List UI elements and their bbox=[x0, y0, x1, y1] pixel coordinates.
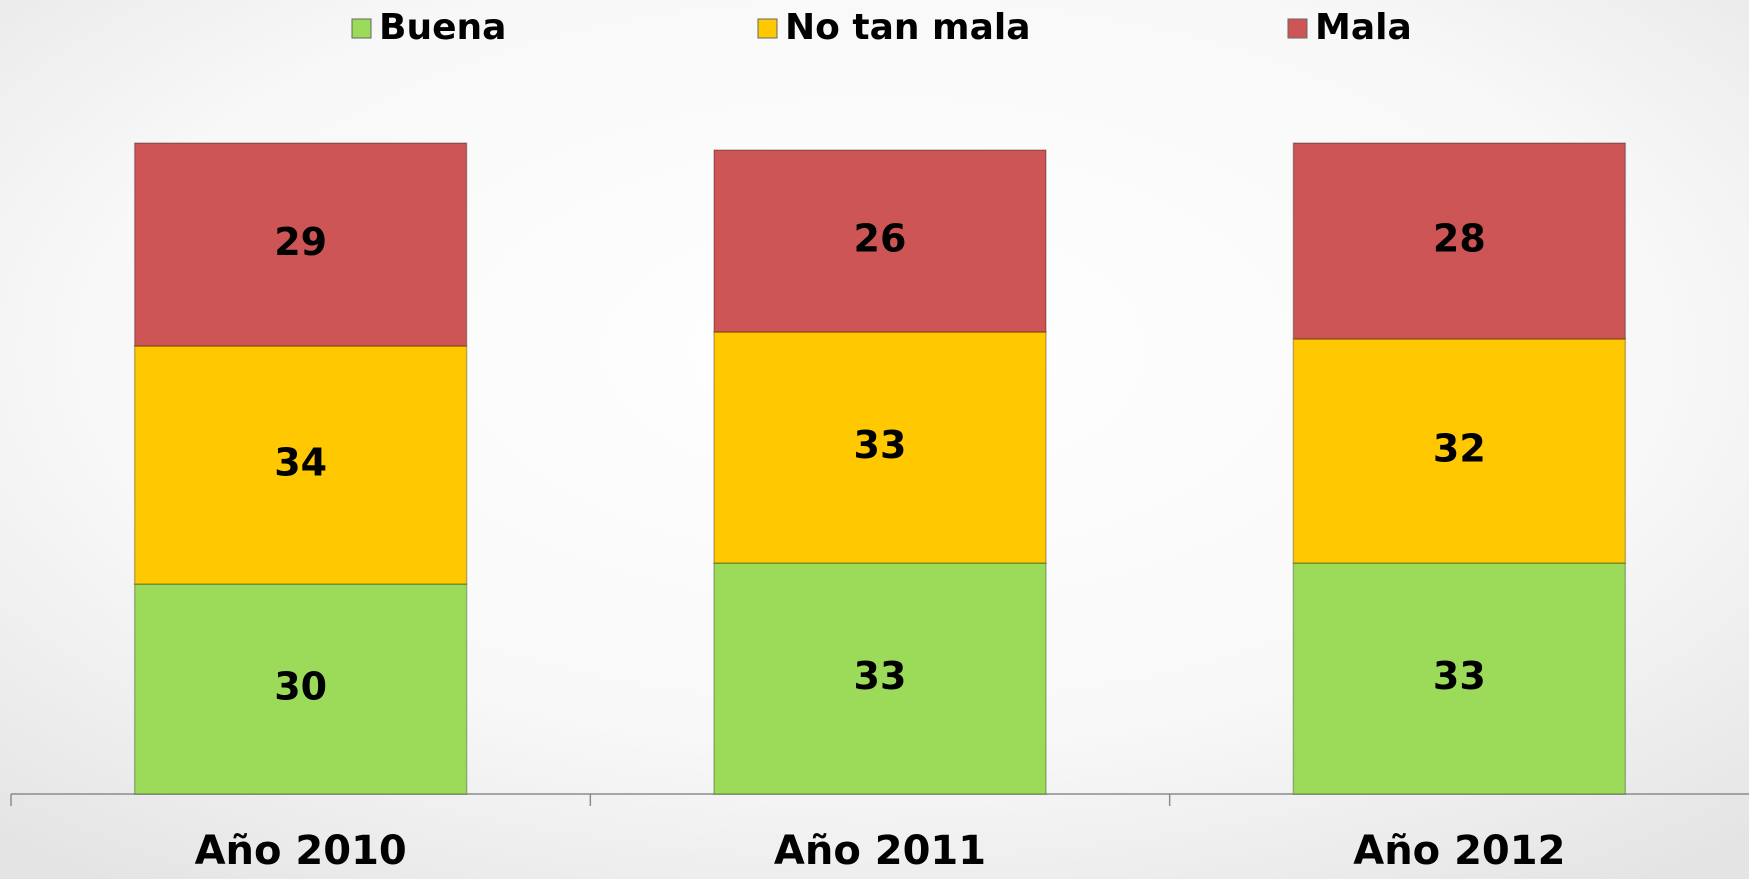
value-label: 29 bbox=[274, 220, 327, 264]
value-label: 33 bbox=[854, 654, 907, 698]
value-label: 32 bbox=[1433, 427, 1486, 471]
bar-segment bbox=[713, 562, 1047, 795]
value-label: 26 bbox=[854, 217, 907, 261]
bar-segment bbox=[713, 331, 1047, 564]
bar-segment bbox=[713, 149, 1047, 333]
value-label: 28 bbox=[1433, 217, 1486, 261]
bar-segment bbox=[133, 345, 468, 585]
legend-label: No tan mala bbox=[785, 7, 1031, 48]
legend-swatch bbox=[351, 18, 372, 39]
bar-segment bbox=[1292, 142, 1627, 340]
bar-segment bbox=[1292, 338, 1627, 564]
legend-swatch bbox=[757, 18, 778, 39]
x-tick-label: Año 2011 bbox=[774, 828, 986, 874]
legend-swatch bbox=[1287, 18, 1308, 39]
bar-segment bbox=[133, 583, 468, 795]
bar-segment bbox=[133, 142, 468, 347]
x-tick-label: Año 2012 bbox=[1353, 828, 1565, 874]
value-label: 33 bbox=[854, 423, 907, 467]
legend-label: Mala bbox=[1315, 7, 1412, 48]
value-label: 30 bbox=[274, 665, 327, 709]
value-label: 34 bbox=[274, 441, 327, 485]
value-label: 33 bbox=[1433, 654, 1486, 698]
bar-segment bbox=[1292, 562, 1627, 795]
legend-label: Buena bbox=[379, 7, 506, 48]
x-tick-label: Año 2010 bbox=[195, 828, 407, 874]
